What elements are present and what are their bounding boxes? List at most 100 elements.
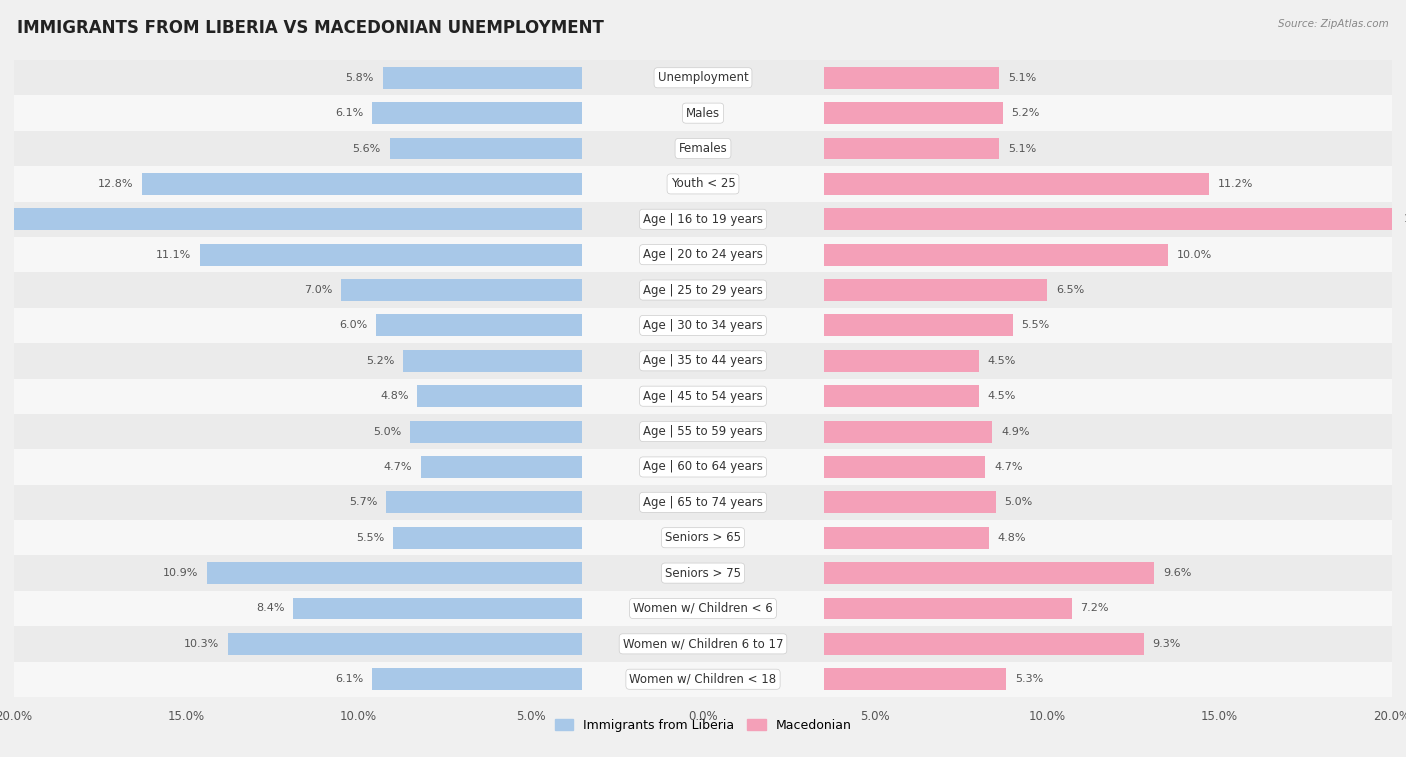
Bar (14, 520, 1392, 556)
Text: 6.0%: 6.0% (339, 320, 367, 330)
Bar (824, 491, 995, 513)
Text: 7.0%: 7.0% (304, 285, 333, 295)
Text: 5.2%: 5.2% (367, 356, 395, 366)
Bar (14, 556, 1392, 590)
Text: 11.1%: 11.1% (156, 250, 191, 260)
Text: 4.9%: 4.9% (1001, 427, 1029, 437)
Bar (824, 314, 1012, 336)
Bar (14, 662, 1392, 697)
Text: 5.1%: 5.1% (1008, 144, 1036, 154)
Text: Women w/ Children < 6: Women w/ Children < 6 (633, 602, 773, 615)
Bar (14, 626, 1392, 662)
Bar (824, 385, 979, 407)
Bar (824, 597, 1071, 619)
Text: 4.8%: 4.8% (380, 391, 409, 401)
Text: 5.2%: 5.2% (1011, 108, 1039, 118)
Bar (200, 244, 582, 266)
Text: 4.7%: 4.7% (384, 462, 412, 472)
Bar (824, 421, 993, 443)
Bar (373, 102, 582, 124)
Text: Age | 35 to 44 years: Age | 35 to 44 years (643, 354, 763, 367)
Bar (824, 562, 1154, 584)
Text: Seniors > 75: Seniors > 75 (665, 566, 741, 580)
Text: 10.9%: 10.9% (163, 568, 198, 578)
Bar (389, 138, 582, 160)
Text: 5.7%: 5.7% (349, 497, 377, 507)
Text: Age | 16 to 19 years: Age | 16 to 19 years (643, 213, 763, 226)
Bar (394, 527, 582, 549)
Text: 8.4%: 8.4% (256, 603, 284, 613)
Text: 4.5%: 4.5% (987, 356, 1015, 366)
Text: Age | 45 to 54 years: Age | 45 to 54 years (643, 390, 763, 403)
Text: 6.5%: 6.5% (1056, 285, 1084, 295)
Text: Women w/ Children < 18: Women w/ Children < 18 (630, 673, 776, 686)
Text: Age | 25 to 29 years: Age | 25 to 29 years (643, 284, 763, 297)
Bar (824, 67, 1000, 89)
Text: 5.3%: 5.3% (1015, 674, 1043, 684)
Text: Age | 55 to 59 years: Age | 55 to 59 years (643, 425, 763, 438)
Bar (824, 244, 1168, 266)
Bar (418, 385, 582, 407)
Text: IMMIGRANTS FROM LIBERIA VS MACEDONIAN UNEMPLOYMENT: IMMIGRANTS FROM LIBERIA VS MACEDONIAN UN… (17, 19, 603, 37)
Bar (14, 343, 1392, 378)
Bar (824, 350, 979, 372)
Bar (824, 208, 1395, 230)
Bar (14, 131, 1392, 167)
Bar (142, 173, 582, 195)
Text: 16.6%: 16.6% (1405, 214, 1406, 224)
Text: Females: Females (679, 142, 727, 155)
Text: 6.1%: 6.1% (336, 674, 364, 684)
Bar (824, 527, 988, 549)
Text: Source: ZipAtlas.com: Source: ZipAtlas.com (1278, 19, 1389, 29)
Text: 4.7%: 4.7% (994, 462, 1022, 472)
Text: 7.2%: 7.2% (1080, 603, 1109, 613)
Bar (0, 208, 582, 230)
Text: Women w/ Children 6 to 17: Women w/ Children 6 to 17 (623, 637, 783, 650)
Text: Seniors > 65: Seniors > 65 (665, 531, 741, 544)
Bar (207, 562, 582, 584)
Bar (824, 102, 1002, 124)
Bar (387, 491, 582, 513)
Bar (228, 633, 582, 655)
Text: 10.3%: 10.3% (184, 639, 219, 649)
Bar (14, 95, 1392, 131)
Text: 6.1%: 6.1% (336, 108, 364, 118)
Text: 9.3%: 9.3% (1153, 639, 1181, 649)
Bar (14, 378, 1392, 414)
Text: 5.8%: 5.8% (346, 73, 374, 83)
Text: 4.8%: 4.8% (997, 533, 1026, 543)
Legend: Immigrants from Liberia, Macedonian: Immigrants from Liberia, Macedonian (550, 714, 856, 737)
Bar (824, 138, 1000, 160)
Bar (824, 456, 986, 478)
Text: Age | 30 to 34 years: Age | 30 to 34 years (643, 319, 763, 332)
Bar (404, 350, 582, 372)
Text: 11.2%: 11.2% (1218, 179, 1253, 189)
Text: Age | 65 to 74 years: Age | 65 to 74 years (643, 496, 763, 509)
Text: 9.6%: 9.6% (1163, 568, 1191, 578)
Text: 12.8%: 12.8% (97, 179, 134, 189)
Text: 5.6%: 5.6% (353, 144, 381, 154)
Text: Age | 20 to 24 years: Age | 20 to 24 years (643, 248, 763, 261)
Bar (411, 421, 582, 443)
Bar (342, 279, 582, 301)
Bar (14, 308, 1392, 343)
Text: 5.0%: 5.0% (1004, 497, 1032, 507)
Bar (14, 590, 1392, 626)
Bar (14, 237, 1392, 273)
Text: Unemployment: Unemployment (658, 71, 748, 84)
Bar (382, 67, 582, 89)
Bar (824, 173, 1209, 195)
Bar (14, 167, 1392, 201)
Text: 5.5%: 5.5% (1022, 320, 1050, 330)
Bar (824, 633, 1144, 655)
Bar (14, 273, 1392, 308)
Bar (14, 484, 1392, 520)
Text: Youth < 25: Youth < 25 (671, 177, 735, 191)
Text: Age | 60 to 64 years: Age | 60 to 64 years (643, 460, 763, 473)
Bar (824, 668, 1007, 690)
Bar (373, 668, 582, 690)
Bar (14, 60, 1392, 95)
Bar (375, 314, 582, 336)
Bar (14, 201, 1392, 237)
Bar (14, 414, 1392, 449)
